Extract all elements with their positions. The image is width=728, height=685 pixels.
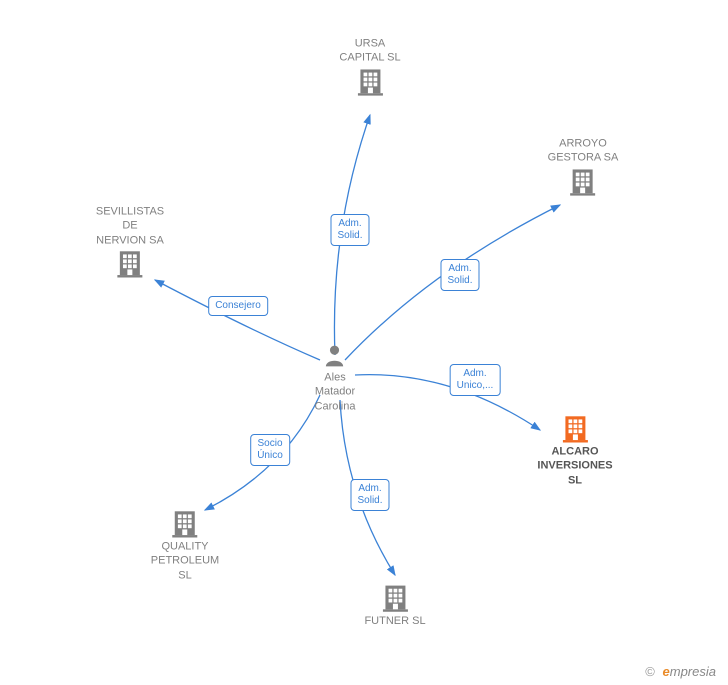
- building-icon: [380, 582, 410, 612]
- building-icon: [170, 508, 200, 538]
- node-label: QUALITY PETROLEUM SL: [151, 540, 219, 583]
- diagram-canvas: URSA CAPITAL SL ARROYO GESTORA SA SEVILL…: [0, 0, 728, 685]
- node-label: Ales Matador Carolina: [315, 371, 356, 414]
- edge-alcaro: [355, 375, 540, 430]
- building-icon: [355, 65, 385, 95]
- node-label: SEVILLISTAS DE NERVION SA: [96, 205, 164, 248]
- node-alcaro[interactable]: ALCARO INVERSIONES SL: [537, 413, 612, 488]
- edge-label-ursa: Adm. Solid.: [330, 214, 369, 246]
- node-person[interactable]: Ales Matador Carolina: [315, 343, 356, 414]
- copyright-symbol: ©: [645, 664, 655, 679]
- edge-label-arroyo: Adm. Solid.: [440, 259, 479, 291]
- watermark: © empresia: [645, 664, 716, 679]
- building-icon: [560, 413, 590, 443]
- node-label: FUTNER SL: [364, 614, 425, 628]
- person-icon: [322, 343, 348, 369]
- node-label: URSA CAPITAL SL: [339, 37, 400, 66]
- watermark-text: mpresia: [670, 664, 716, 679]
- node-label: ARROYO GESTORA SA: [548, 137, 619, 166]
- node-arroyo[interactable]: ARROYO GESTORA SA: [548, 135, 619, 196]
- node-ursa[interactable]: URSA CAPITAL SL: [339, 35, 400, 96]
- node-label: ALCARO INVERSIONES SL: [537, 445, 612, 488]
- node-sevillistas[interactable]: SEVILLISTAS DE NERVION SA: [96, 203, 164, 278]
- edge-label-futner: Adm. Solid.: [350, 479, 389, 511]
- edge-label-sevillistas: Consejero: [208, 296, 268, 316]
- node-quality[interactable]: QUALITY PETROLEUM SL: [151, 508, 219, 583]
- node-futner[interactable]: FUTNER SL: [364, 582, 425, 628]
- building-icon: [115, 247, 145, 277]
- edge-label-alcaro: Adm. Unico,...: [450, 364, 501, 396]
- edge-label-quality: Socio Único: [250, 434, 290, 466]
- building-icon: [568, 165, 598, 195]
- watermark-initial: e: [663, 664, 670, 679]
- edge-sevillistas: [155, 280, 320, 360]
